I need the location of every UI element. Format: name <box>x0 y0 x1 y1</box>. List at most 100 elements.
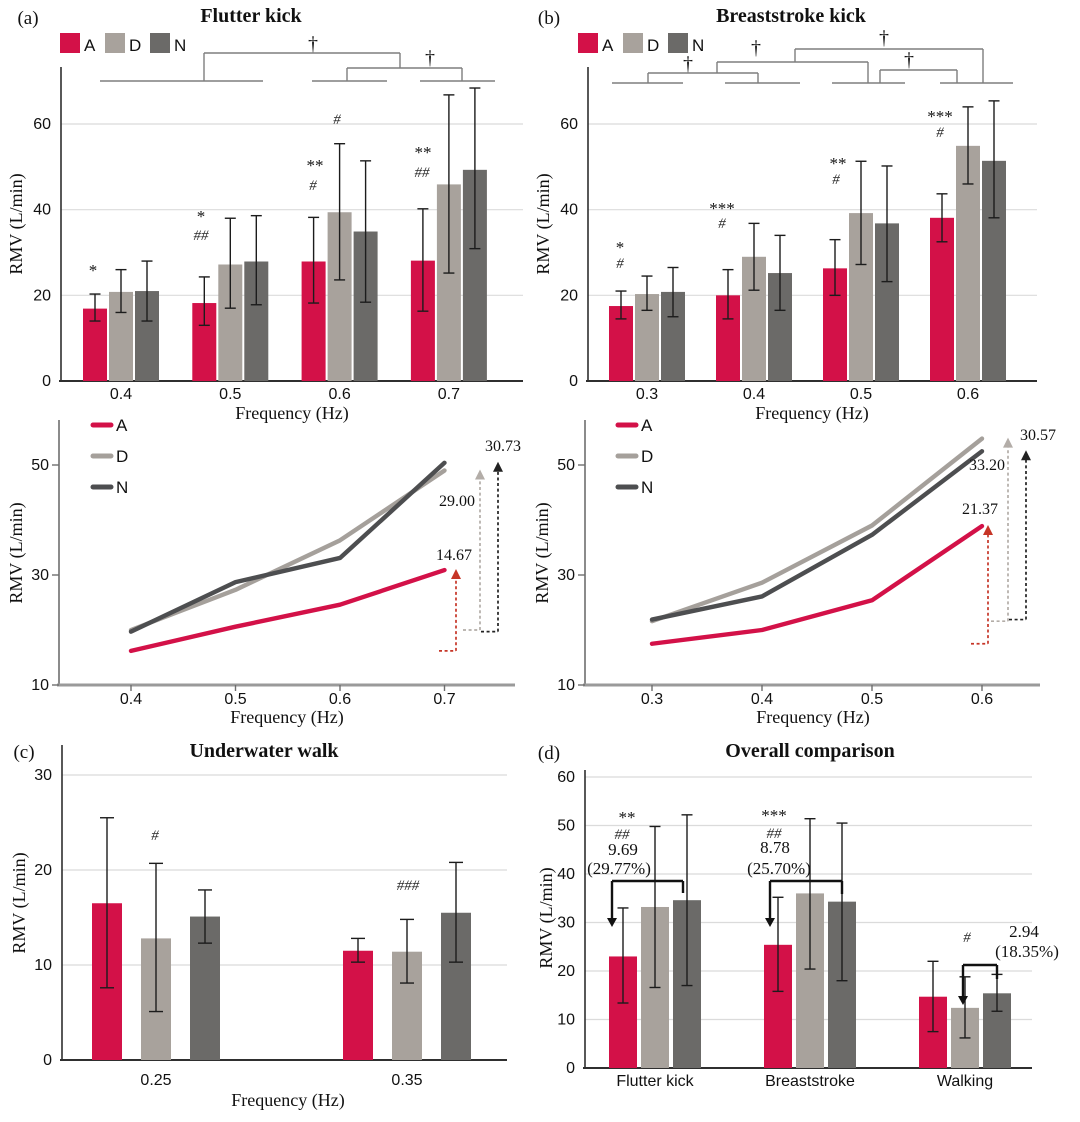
error-bar-N-0.5 <box>881 165 893 283</box>
sig-marker-asterisk: * <box>197 207 206 226</box>
x-tick-label-0.5: 0.5 <box>224 691 246 708</box>
y-axis-title: RMV (L/min) <box>6 502 27 603</box>
legend-label-N: N <box>692 36 704 55</box>
legend-swatch-A <box>578 33 598 53</box>
sig-marker-asterisk: ** <box>830 154 847 173</box>
sig-marker-asterisk: *** <box>927 107 953 126</box>
error-bar-D-Breaststroke <box>804 818 816 970</box>
x-tick-label-0.3: 0.3 <box>636 386 658 403</box>
up-arrow-icon <box>1021 450 1031 461</box>
difference-label: (29.77%) <box>587 859 651 878</box>
legend-label-A: A <box>602 36 614 55</box>
y-tick-label-10: 10 <box>31 677 49 694</box>
panel-title: Flutter kick <box>200 5 302 27</box>
y-tick-label-20: 20 <box>560 287 578 304</box>
dagger-symbol: † <box>308 33 318 55</box>
dagger-symbol: † <box>879 27 889 49</box>
legend-swatch-D <box>623 33 643 53</box>
panel-b_lines: 10 30 50 0.3 0.4 0.5 0.6 Frequency (Hz) RMV (L/m… <box>532 416 1056 728</box>
sig-marker-hash: # <box>832 172 840 188</box>
y-tick-label-60: 60 <box>560 116 578 133</box>
sig-marker-asterisk: ** <box>415 143 432 162</box>
bar-A-0.35 <box>343 950 373 1060</box>
panel-letter: (c) <box>13 742 34 763</box>
x-tick-label-0.4: 0.4 <box>743 386 765 403</box>
y-tick-label-20: 20 <box>34 862 52 879</box>
series-line-N <box>128 460 447 634</box>
error-bar-N-0.6 <box>360 160 372 303</box>
y-tick-label-0: 0 <box>43 1052 52 1069</box>
legend-label-A: A <box>84 36 96 55</box>
error-bar-D-0.7 <box>443 94 455 274</box>
increase-value-label: 29.00 <box>439 493 475 510</box>
difference-label: (18.35%) <box>995 942 1059 961</box>
difference-bracket-0 <box>607 879 685 927</box>
sig-marker-hash: ## <box>415 165 431 181</box>
up-arrow-icon <box>983 525 993 536</box>
series-line-D <box>649 436 985 624</box>
y-axis-title: RMV (L/min) <box>533 173 554 274</box>
x-tick-label-0.6: 0.6 <box>957 386 979 403</box>
legend-label-N: N <box>641 478 653 497</box>
error-bar-N-Breaststroke <box>836 822 848 982</box>
error-bar-N-0.4 <box>141 260 153 322</box>
legend-swatch-N <box>150 33 170 53</box>
panel-c_bars: 0 10 20 30 0.25 0.35 Frequency (Hz) RMV (L/min)… <box>9 740 507 1111</box>
error-bar-A-0.6 <box>936 193 948 243</box>
y-tick-label-30: 30 <box>31 567 49 584</box>
increase-arrow-N <box>481 461 503 633</box>
x-tick-label-0.6: 0.6 <box>329 691 351 708</box>
y-tick-label-60: 60 <box>557 769 575 786</box>
error-bar-N-0.6 <box>988 100 1000 219</box>
error-bar-D-0.6 <box>962 106 974 185</box>
error-bar-D-0.4 <box>748 222 760 291</box>
x-tick-label-0.35: 0.35 <box>391 1072 422 1089</box>
x-axis-title: Frequency (Hz) <box>235 403 348 424</box>
sig-marker-asterisk: * <box>616 238 625 257</box>
x-axis-title: Frequency (Hz) <box>756 707 869 728</box>
panel-title: Underwater walk <box>189 740 339 762</box>
error-bar-N-0.7 <box>469 87 481 250</box>
error-bar-A-Breaststroke <box>772 896 784 993</box>
increase-value-label: 30.57 <box>1020 427 1056 444</box>
series-line-A <box>128 567 447 654</box>
sig-marker-hash: # <box>333 112 341 128</box>
y-tick-label-30: 30 <box>557 567 575 584</box>
sig-marker-asterisk: *** <box>761 806 787 825</box>
difference-label: 9.69 <box>608 840 638 859</box>
y-tick-label-20: 20 <box>557 963 575 980</box>
increase-value-label: 21.37 <box>962 501 998 518</box>
legend-label-N: N <box>174 36 186 55</box>
y-tick-label-10: 10 <box>34 957 52 974</box>
dagger-symbol: † <box>904 49 914 71</box>
difference-label: 2.94 <box>1009 922 1039 941</box>
x-axis-title: Frequency (Hz) <box>231 1090 344 1111</box>
difference-label: (25.70%) <box>747 859 811 878</box>
error-bar-D-Walking <box>959 976 971 1039</box>
bar-A-0.6 <box>930 217 954 381</box>
legend-label-D: D <box>641 447 653 466</box>
series-line-N <box>649 449 985 622</box>
y-axis-title: RMV (L/min) <box>9 852 30 953</box>
up-arrow-icon <box>451 569 461 580</box>
dagger-symbol: † <box>425 47 435 69</box>
series-line-A <box>649 523 985 646</box>
error-bar-N-0.3 <box>667 266 679 318</box>
y-tick-label-50: 50 <box>557 457 575 474</box>
sig-marker-hash: # <box>936 125 944 141</box>
increase-arrow-D <box>463 469 485 631</box>
x-tick-label-0.5: 0.5 <box>219 386 241 403</box>
sig-marker-hash: ## <box>194 228 210 244</box>
x-axis-title: Frequency (Hz) <box>230 707 343 728</box>
y-tick-label-30: 30 <box>34 767 52 784</box>
error-bar-A-0.6 <box>308 216 320 304</box>
y-axis-title: RMV (L/min) <box>532 502 553 603</box>
panel-letter: (b) <box>538 8 560 29</box>
y-axis-title: RMV (L/min) <box>6 173 27 274</box>
x-tick-label-Breaststroke: Breaststroke <box>765 1073 855 1090</box>
y-tick-label-10: 10 <box>557 1012 575 1029</box>
dagger-symbol: † <box>683 53 693 75</box>
y-tick-label-40: 40 <box>560 202 578 219</box>
dagger-symbol: † <box>751 37 761 59</box>
legend-label-A: A <box>116 416 128 435</box>
